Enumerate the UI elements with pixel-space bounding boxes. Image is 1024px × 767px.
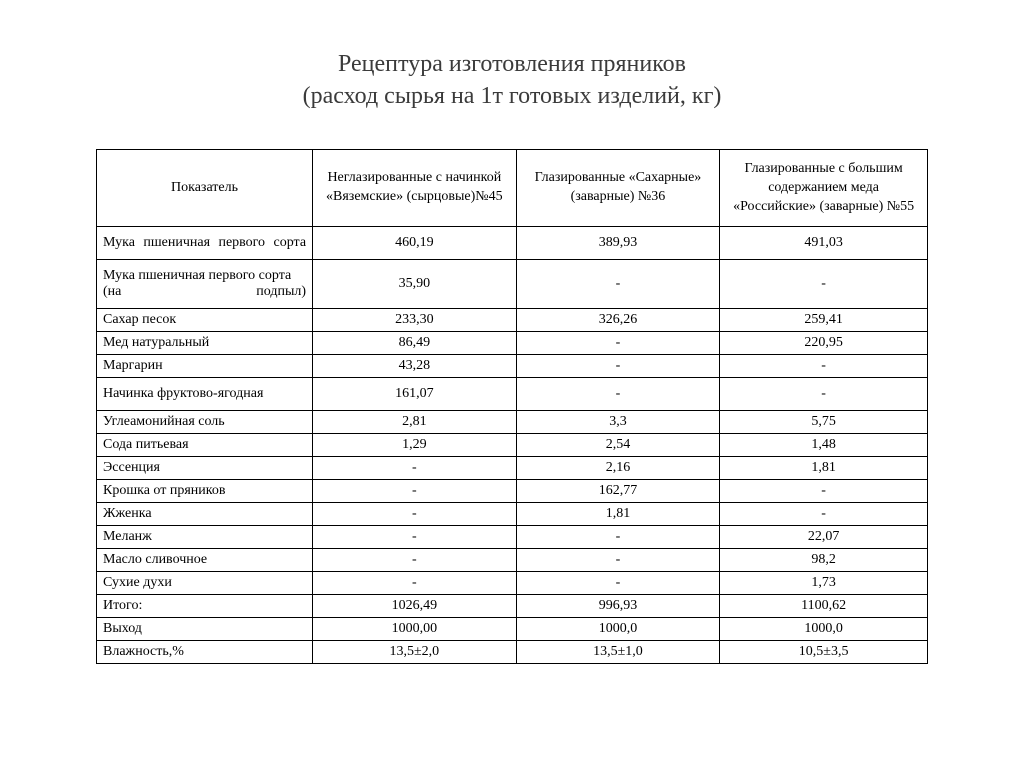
row-label: Итого: [97,595,313,618]
row-value-col-1: 460,19 [313,227,517,260]
recipe-table-wrap: Показатель Неглазированные с начинкой «В… [96,149,928,665]
row-value-col-2: - [516,572,720,595]
row-value-col-3: 1,48 [720,434,928,457]
row-label: Крошка от пряников [97,480,313,503]
row-value-col-1: - [313,457,517,480]
table-row: Начинка фруктово-ягодная161,07-- [97,378,928,411]
row-value-col-2: 1000,0 [516,618,720,641]
table-row: Меланж--22,07 [97,526,928,549]
row-value-col-1: - [313,503,517,526]
row-value-col-2: - [516,526,720,549]
table-row: Влажность,%13,5±2,013,5±1,010,5±3,5 [97,641,928,664]
row-value-col-3: 1,81 [720,457,928,480]
row-value-col-2: 1,81 [516,503,720,526]
row-label: Выход [97,618,313,641]
row-value-col-2: - [516,332,720,355]
row-label: Углеамонийная соль [97,411,313,434]
row-value-col-3: 22,07 [720,526,928,549]
row-value-col-3: 1100,62 [720,595,928,618]
row-value-col-3: - [720,503,928,526]
row-value-col-3: 98,2 [720,549,928,572]
row-label: Начинка фруктово-ягодная [97,378,313,411]
row-value-col-1: - [313,572,517,595]
table-row: Мука пшеничная первого сорта460,19389,93… [97,227,928,260]
table-row: Сухие духи--1,73 [97,572,928,595]
title-line-1: Рецептура изготовления пряников [338,51,686,77]
row-value-col-2: - [516,549,720,572]
row-value-col-3: 491,03 [720,227,928,260]
row-value-col-3: 1000,0 [720,618,928,641]
col-header-recipe-36: Глазированные «Сахарные» (заварные) №36 [516,149,720,227]
table-row: Крошка от пряников-162,77- [97,480,928,503]
row-label: Сахар песок [97,309,313,332]
row-label: Масло сливочное [97,549,313,572]
row-value-col-1: 13,5±2,0 [313,641,517,664]
row-label: Жженка [97,503,313,526]
row-value-col-1: 43,28 [313,355,517,378]
table-row: Маргарин43,28-- [97,355,928,378]
row-value-col-2: 326,26 [516,309,720,332]
recipe-table: Показатель Неглазированные с начинкой «В… [96,149,928,665]
slide: Рецептура изготовления пряников (расход … [0,0,1024,767]
table-row: Эссенция-2,161,81 [97,457,928,480]
row-label: Мука пшеничная первого сорта (на подпыл) [97,260,313,309]
title-line-2: (расход сырья на 1т готовых изделий, кг) [303,83,722,109]
row-value-col-2: - [516,260,720,309]
table-row: Масло сливочное--98,2 [97,549,928,572]
row-value-col-3: 1,73 [720,572,928,595]
row-label: Сода питьевая [97,434,313,457]
table-row: Мед натуральный86,49-220,95 [97,332,928,355]
row-value-col-3: 259,41 [720,309,928,332]
row-value-col-2: - [516,355,720,378]
row-value-col-1: - [313,526,517,549]
row-label: Мед натуральный [97,332,313,355]
row-value-col-2: 13,5±1,0 [516,641,720,664]
table-row: Выход1000,001000,01000,0 [97,618,928,641]
table-row: Мука пшеничная первого сорта (на подпыл)… [97,260,928,309]
row-label: Меланж [97,526,313,549]
row-label: Мука пшеничная первого сорта [97,227,313,260]
row-value-col-3: 10,5±3,5 [720,641,928,664]
row-value-col-1: 35,90 [313,260,517,309]
row-label: Влажность,% [97,641,313,664]
table-row: Жженка-1,81- [97,503,928,526]
row-value-col-2: 3,3 [516,411,720,434]
row-value-col-1: 1026,49 [313,595,517,618]
table-row: Углеамонийная соль2,813,35,75 [97,411,928,434]
table-row: Сода питьевая1,292,541,48 [97,434,928,457]
page-title: Рецептура изготовления пряников (расход … [40,48,984,113]
row-value-col-1: 2,81 [313,411,517,434]
col-header-recipe-55: Глазированные с большим содержанием меда… [720,149,928,227]
row-value-col-2: 2,54 [516,434,720,457]
row-value-col-2: 389,93 [516,227,720,260]
col-header-recipe-45: Неглазированные с начинкой «Вяземские» (… [313,149,517,227]
row-label: Маргарин [97,355,313,378]
row-value-col-1: 161,07 [313,378,517,411]
row-value-col-2: 996,93 [516,595,720,618]
table-row: Сахар песок233,30326,26259,41 [97,309,928,332]
row-value-col-3: 220,95 [720,332,928,355]
table-body: Мука пшеничная первого сорта460,19389,93… [97,227,928,664]
row-value-col-1: 233,30 [313,309,517,332]
row-value-col-2: 162,77 [516,480,720,503]
row-value-col-3: - [720,355,928,378]
row-value-col-2: - [516,378,720,411]
row-value-col-3: - [720,378,928,411]
row-label: Эссенция [97,457,313,480]
row-value-col-1: 1,29 [313,434,517,457]
row-value-col-1: 86,49 [313,332,517,355]
row-value-col-1: 1000,00 [313,618,517,641]
row-value-col-3: - [720,260,928,309]
row-value-col-2: 2,16 [516,457,720,480]
row-value-col-3: 5,75 [720,411,928,434]
col-header-indicator: Показатель [97,149,313,227]
table-row: Итого:1026,49996,931100,62 [97,595,928,618]
table-header-row: Показатель Неглазированные с начинкой «В… [97,149,928,227]
row-value-col-1: - [313,549,517,572]
row-label: Сухие духи [97,572,313,595]
row-value-col-3: - [720,480,928,503]
row-value-col-1: - [313,480,517,503]
